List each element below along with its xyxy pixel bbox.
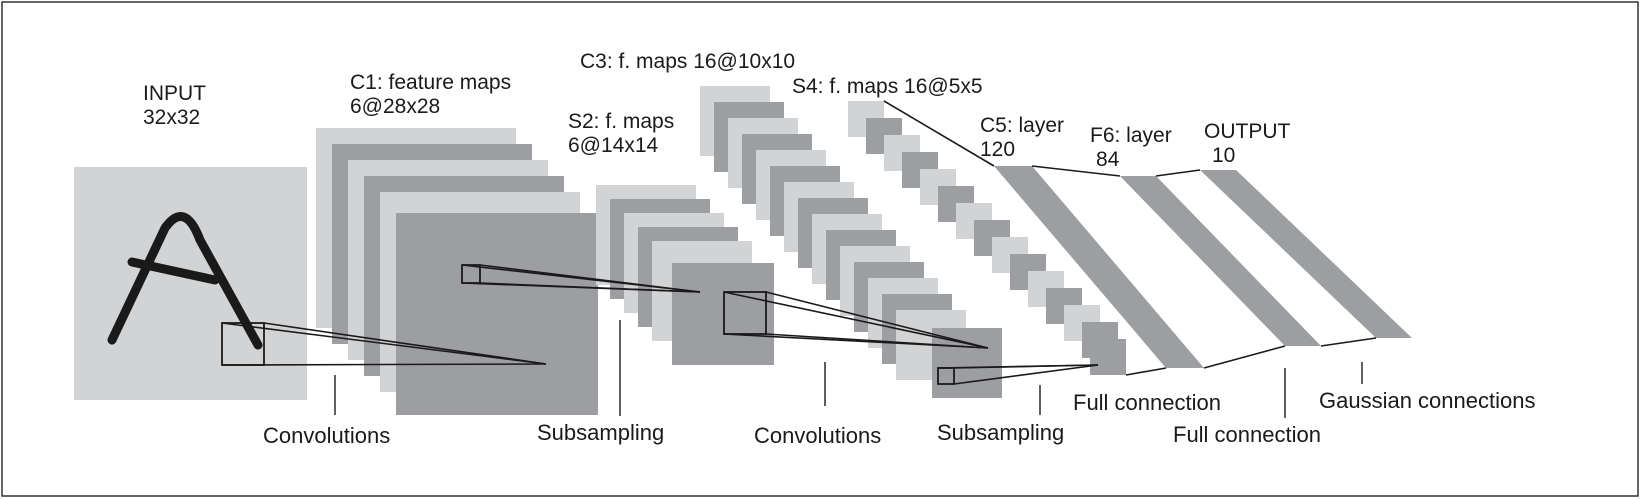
s4-map-16 xyxy=(1090,339,1126,375)
connection-lines xyxy=(221,100,1377,385)
op-gaussian-connections: Gaussian connections xyxy=(1319,388,1535,413)
s4-label: S4: f. maps 16@5x5 xyxy=(792,75,983,98)
c3-layer xyxy=(700,86,1002,398)
op-convolutions-1: Convolutions xyxy=(263,423,390,448)
s2-label-line1: S2: f. maps xyxy=(568,110,674,133)
output-layer-bar xyxy=(1200,170,1412,338)
letter-a-crossbar xyxy=(127,257,220,285)
s2-layer xyxy=(596,185,774,365)
f6-label-line2: 84 xyxy=(1096,148,1120,171)
op-subsampling-2: Subsampling xyxy=(937,420,1064,445)
c5-label-line2: 120 xyxy=(980,138,1015,161)
c3-map-16 xyxy=(932,328,1002,398)
input-label-line2: 32x32 xyxy=(143,106,200,129)
c1-layer xyxy=(316,128,598,415)
op-full-connection-2: Full connection xyxy=(1173,422,1321,447)
output-label-line2: 10 xyxy=(1212,144,1235,167)
s4-layer xyxy=(848,101,1126,375)
s2-label-line2: 6@14x14 xyxy=(568,134,659,157)
op-full-connection-1: Full connection xyxy=(1073,390,1221,415)
c3-label: C3: f. maps 16@10x10 xyxy=(580,50,795,73)
f6-layer-bar xyxy=(1120,176,1321,346)
output-label-line1: OUTPUT xyxy=(1204,120,1291,143)
c5-layer-bar xyxy=(994,166,1204,368)
op-convolutions-2: Convolutions xyxy=(754,423,881,448)
op-subsampling-1: Subsampling xyxy=(537,420,664,445)
s2-receptive-field xyxy=(723,291,767,335)
c1-label-line1: C1: feature maps xyxy=(350,71,511,94)
c1-map-6 xyxy=(396,213,598,415)
c5-label-line1: C5: layer xyxy=(980,114,1064,137)
input-label-line1: INPUT xyxy=(143,82,206,105)
letter-a-stroke xyxy=(107,212,263,350)
operation-ticks xyxy=(334,320,1363,418)
input-layer xyxy=(74,167,307,400)
s2-map-6 xyxy=(672,263,774,365)
input-image xyxy=(74,167,307,400)
c1-label-line2: 6@28x28 xyxy=(350,95,440,118)
f6-label-line1: F6: layer xyxy=(1090,124,1172,147)
